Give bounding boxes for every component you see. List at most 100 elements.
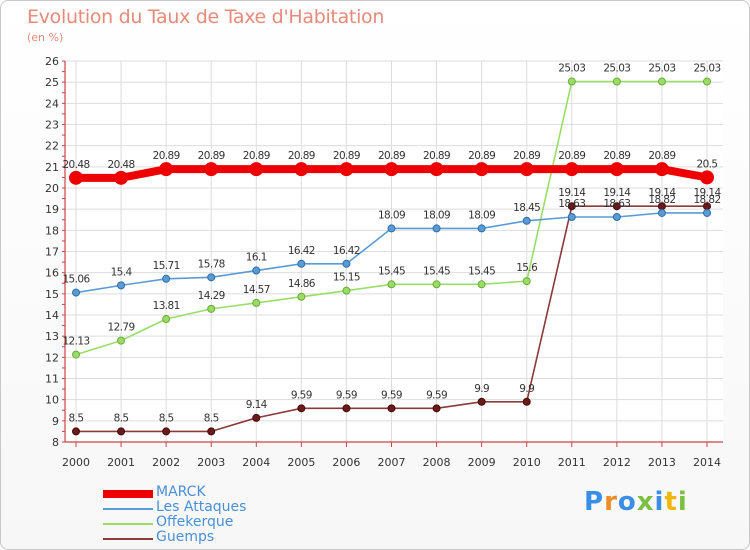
data-point [657, 208, 666, 217]
data-point [159, 162, 174, 177]
y-tick-label: 16 [45, 267, 59, 280]
data-label: 8.5 [114, 412, 129, 424]
data-label: 9.59 [426, 389, 447, 401]
legend-swatch [103, 490, 153, 498]
x-tick-label: 2004 [242, 456, 270, 469]
data-point [522, 277, 531, 286]
data-point [700, 170, 714, 185]
data-point [252, 266, 261, 275]
data-label: 20.89 [468, 150, 495, 162]
data-point [117, 427, 126, 436]
data-point [564, 162, 579, 177]
y-tick-label: 14 [45, 309, 59, 322]
data-point [703, 77, 711, 86]
data-point [522, 397, 531, 406]
y-tick-label: 26 [45, 55, 59, 68]
data-label: 18.45 [513, 202, 540, 214]
y-tick-label: 21 [45, 161, 59, 174]
y-tick-label: 10 [45, 394, 59, 407]
data-point [117, 336, 126, 345]
x-tick-label: 2007 [378, 456, 406, 469]
data-point [432, 280, 441, 289]
data-point [477, 224, 486, 233]
y-tick-label: 17 [45, 246, 59, 259]
data-label: 15.4 [111, 266, 133, 278]
proxiti-logo: Proxiti [584, 487, 688, 517]
data-point [69, 170, 83, 185]
x-tick-label: 2000 [62, 456, 90, 469]
data-label: 18.09 [468, 209, 495, 221]
data-label: 18.82 [693, 194, 720, 206]
data-label: 20.89 [243, 150, 270, 162]
data-point [384, 162, 399, 177]
y-tick-label: 20 [45, 182, 59, 195]
legend-swatch [103, 508, 153, 510]
data-label: 25.03 [558, 63, 585, 75]
data-label: 14.29 [198, 290, 225, 302]
data-label: 9.59 [291, 389, 312, 401]
data-point [612, 212, 621, 221]
y-tick-label: 9 [52, 415, 59, 428]
data-label: 15.45 [423, 265, 450, 277]
data-label: 9.59 [381, 389, 402, 401]
data-label: 12.79 [108, 322, 135, 334]
logo-letter: o [617, 487, 637, 517]
legend-label: Offekerque [156, 514, 234, 530]
data-label: 15.15 [333, 272, 360, 284]
data-point [297, 404, 306, 413]
y-tick-label: 11 [45, 373, 59, 386]
logo-letter: r [604, 487, 618, 517]
data-point [387, 404, 396, 413]
data-point [72, 288, 80, 297]
legend-swatch [103, 523, 153, 525]
data-label: 15.45 [468, 265, 495, 277]
logo-letter: i [677, 487, 688, 517]
y-tick-label: 23 [45, 119, 59, 132]
data-label: 19.14 [648, 187, 676, 199]
data-point [432, 404, 441, 413]
data-point [162, 274, 171, 283]
y-tick-label: 8 [52, 436, 59, 449]
logo-letter: t [664, 487, 678, 517]
data-label: 18.82 [648, 194, 675, 206]
legend-label: MARCK [156, 484, 206, 500]
legend-swatch [103, 538, 153, 540]
data-point [657, 77, 666, 86]
x-tick-label: 2010 [513, 456, 541, 469]
data-point [72, 350, 80, 359]
data-label: 20.89 [198, 150, 225, 162]
data-point [612, 202, 621, 211]
data-label: 15.78 [198, 258, 225, 270]
data-label: 20.89 [423, 150, 450, 162]
data-point [567, 212, 576, 221]
y-tick-label: 18 [45, 224, 59, 237]
data-point [342, 404, 351, 413]
data-label: 16.1 [246, 252, 267, 264]
data-label: 19.14 [603, 187, 631, 199]
data-point [429, 162, 444, 177]
data-label: 20.89 [558, 150, 585, 162]
legend-label: Guemps [156, 529, 215, 545]
x-tick-label: 2003 [197, 456, 225, 469]
data-label: 20.89 [153, 150, 180, 162]
data-point [519, 162, 534, 177]
data-point [207, 273, 216, 282]
data-label: 20.89 [603, 150, 630, 162]
data-point [567, 202, 576, 211]
data-label: 8.5 [204, 412, 219, 424]
data-label: 9.9 [519, 383, 534, 395]
data-point [162, 315, 171, 324]
logo-letter: P [584, 487, 605, 517]
data-label: 16.42 [288, 245, 315, 257]
y-tick-label: 15 [45, 288, 59, 301]
data-point [204, 162, 219, 177]
chart-title: Evolution du Taux de Taxe d'Habitation [27, 6, 385, 28]
data-label: 8.5 [159, 412, 174, 424]
data-label: 18.09 [423, 209, 450, 221]
data-label: 13.81 [153, 300, 180, 312]
data-point [162, 427, 171, 436]
data-point [474, 162, 489, 177]
data-label: 20.5 [697, 158, 718, 170]
